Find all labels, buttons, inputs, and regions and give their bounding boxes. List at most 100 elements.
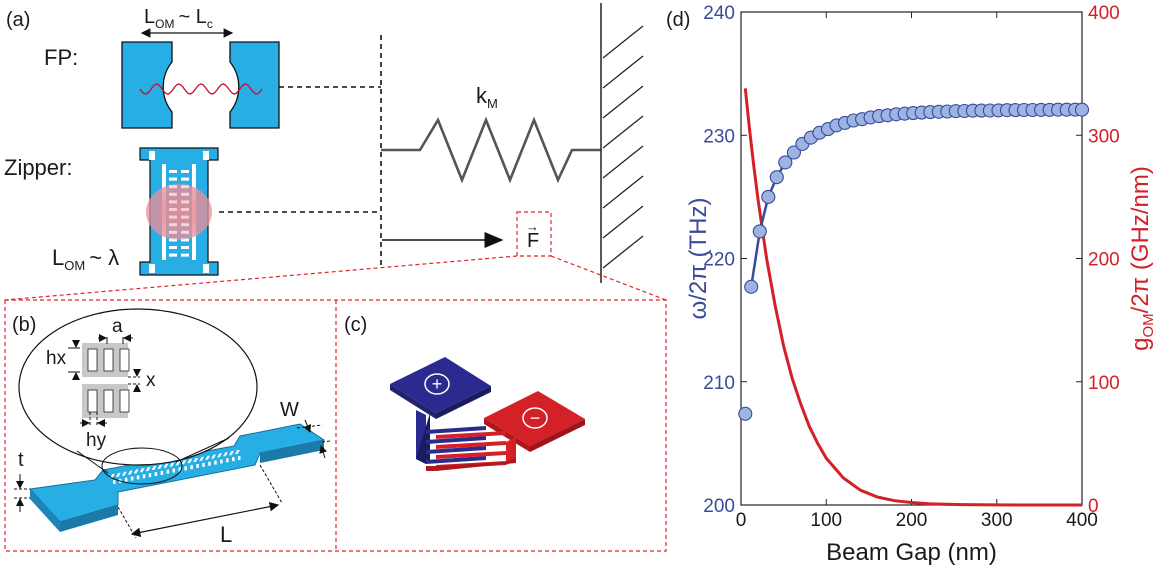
- omega-data-point: [786, 145, 801, 160]
- electrode-plus-pad: [390, 357, 491, 413]
- spring: [381, 116, 601, 184]
- beam-hole: [148, 473, 152, 478]
- pc-hole-bottom: [119, 389, 130, 413]
- beam-hole: [181, 460, 187, 465]
- beam-hole: [169, 462, 175, 467]
- beam-hole: [190, 465, 193, 470]
- beam-hole: [121, 471, 127, 476]
- dim-w-bottom: [319, 445, 328, 459]
- beam-hole: [193, 458, 199, 462]
- panel-d: (d) 0 100 200 300 400 200 210 220 230 240 0 100 200 3…: [666, 3, 1157, 566]
- comb-finger-minus: [436, 441, 506, 449]
- comb-finger-plus: [426, 456, 486, 464]
- beam-hole: [235, 450, 240, 454]
- beam-device-side-left: [30, 489, 60, 532]
- zoom-bubble-tail-right: [175, 437, 230, 463]
- beam-hole: [157, 464, 163, 469]
- x-tick-label: 0: [736, 510, 747, 531]
- force-label: F: [527, 230, 539, 252]
- pc-hole-top: [103, 348, 114, 372]
- zipper-length-label: LOM ~ λ: [52, 245, 119, 273]
- dim-w-top: [303, 419, 311, 433]
- zoom-line-right: [550, 255, 667, 301]
- beam-hole: [166, 469, 170, 474]
- omega-data-point: [738, 406, 753, 421]
- pc-hole-bottom: [103, 389, 114, 413]
- beam-hole: [220, 459, 223, 464]
- beam-hole: [163, 463, 169, 468]
- minus-symbol: −: [530, 408, 541, 428]
- beam-hole: [196, 464, 199, 468]
- zoom-region-marker: [101, 447, 183, 485]
- comb-finger-minus: [436, 451, 506, 459]
- panel-b-label: (b): [12, 314, 36, 336]
- dim-l-arrow: [130, 501, 280, 538]
- beam-hole: [154, 472, 158, 476]
- zoom-line-left: [4, 255, 518, 301]
- force-highlight-box: [516, 211, 552, 257]
- dim-w-label: W: [280, 399, 299, 421]
- beam-hole: [214, 460, 217, 465]
- y-right-tick-label: 400: [1088, 3, 1120, 24]
- beam-hole: [187, 459, 193, 464]
- beam-hole: [205, 455, 211, 460]
- beam-hole: [133, 469, 139, 474]
- y-right-axis-label: gOM/2π (GHz/nm): [1127, 166, 1157, 351]
- comb-finger-plus: [426, 436, 486, 444]
- beam-hole: [151, 466, 157, 470]
- dim-t-label: t: [18, 449, 24, 471]
- plus-circle-icon: [424, 373, 450, 395]
- beam-hole: [238, 456, 241, 460]
- comb-finger-plus: [426, 426, 486, 434]
- beam-hole: [172, 468, 176, 473]
- panel-c-label: (c): [344, 314, 367, 336]
- y-left-tick-label: 230: [703, 126, 735, 147]
- spring-constant-label: kM: [476, 83, 498, 111]
- beam-hole: [145, 467, 151, 472]
- omega-fit-line: [749, 108, 1082, 287]
- pc-hole-bottom: [87, 389, 98, 413]
- beam-hole: [217, 453, 222, 458]
- fp-left-mirror: [121, 41, 173, 129]
- fp-cavity-wave: [139, 83, 263, 95]
- y-left-axis-label: ω/2π (THz): [685, 198, 712, 320]
- y-right-tick-label: 200: [1088, 250, 1120, 271]
- beam-hole: [127, 470, 133, 475]
- y-left-tick-label: 200: [703, 496, 735, 517]
- beam-hole: [178, 467, 181, 472]
- dim-a-label: a: [112, 316, 123, 337]
- x-tick-label: 100: [810, 510, 842, 531]
- hatch-line: [602, 235, 644, 269]
- dual-axis-chart: 0 100 200 300 400 200 210 220 230 240 0 100 200 300 40…: [685, 3, 1157, 566]
- y-right-tick-label: 300: [1088, 126, 1120, 147]
- beam-hole: [232, 457, 235, 462]
- beam-hole: [223, 452, 228, 457]
- y-left-tick-label: 220: [703, 250, 735, 271]
- g-om-curve: [743, 88, 1082, 507]
- panel-d-label: (d): [666, 9, 690, 31]
- panel-b: (b) a hx x hy: [12, 308, 331, 547]
- dim-hy-label: hy: [86, 430, 107, 451]
- dim-l-label: L: [220, 522, 232, 547]
- beam-hole: [184, 466, 187, 471]
- x-axis-label: Beam Gap (nm): [826, 539, 997, 566]
- y-right-tick-label: 100: [1088, 373, 1120, 394]
- panel-a: (a) LOM ~ Lc FP: Zipper:: [4, 3, 644, 283]
- dim-x-label: x: [146, 370, 156, 391]
- beam-hole: [124, 477, 128, 482]
- hatch-line: [602, 55, 644, 89]
- wall-hatching: [602, 25, 644, 269]
- omega-data-point: [761, 189, 776, 204]
- beam-hole: [226, 458, 229, 463]
- electrode-minus-lead: [506, 437, 516, 465]
- beam-hole: [142, 474, 146, 479]
- beam-hole: [175, 461, 181, 466]
- y-right-tick-label: 0: [1088, 496, 1099, 517]
- hatch-line: [602, 205, 644, 239]
- beam-hole: [211, 454, 216, 459]
- hatch-line: [602, 145, 644, 179]
- fp-label: FP:: [44, 45, 78, 70]
- fp-right-mirror: [229, 41, 280, 129]
- beam-device-front-right: [260, 440, 324, 463]
- beam-hole: [113, 480, 116, 484]
